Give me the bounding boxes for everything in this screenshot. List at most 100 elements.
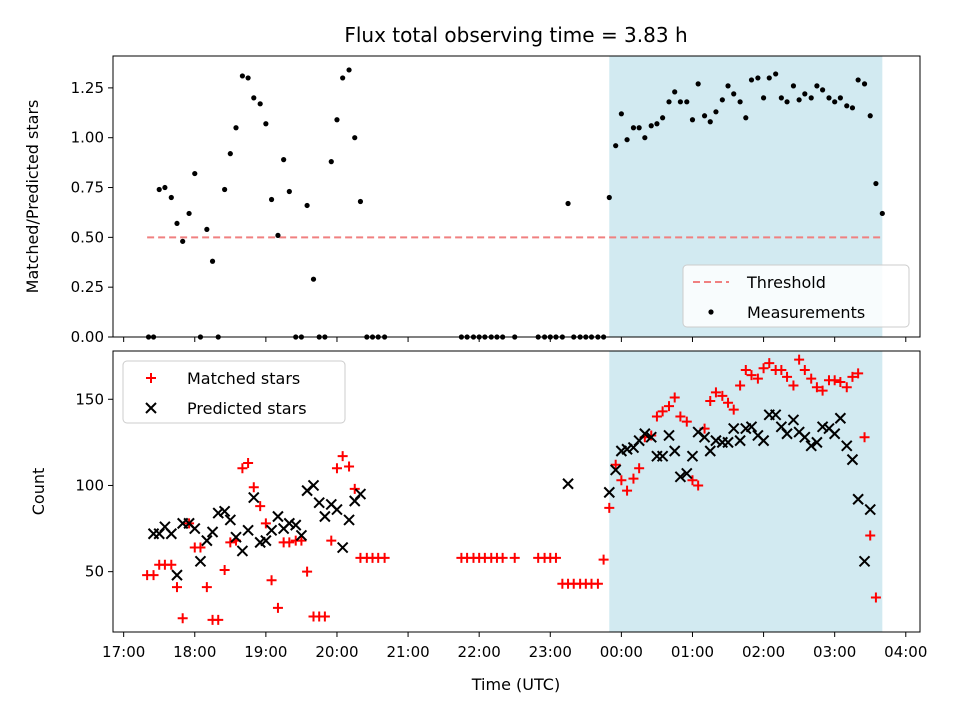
data-point [781,428,793,440]
data-point [686,450,699,462]
data-point [598,554,609,565]
data-point [168,194,174,201]
data-point [233,125,239,131]
data-point [684,99,690,105]
legend-label: Matched stars [187,369,300,388]
data-point [764,358,775,369]
x-tick-label: 03:00 [813,643,856,661]
data-point [209,258,216,264]
y-tick-label: 0.50 [71,228,104,246]
data-point [284,537,295,548]
x-tick-label: 23:00 [529,643,572,661]
data-point [835,377,846,388]
data-point [248,491,260,504]
data-point [189,522,201,535]
data-point [852,493,864,505]
data-point [713,109,719,115]
data-point [788,380,799,391]
legend: Matched stars Predicted stars [122,360,346,424]
ratio-panel: 0.00 0.25 0.50 0.75 1.00 1.25 Matched/Predicte… [23,55,921,346]
data-point [832,99,838,105]
x-tick-label: 21:00 [386,643,429,661]
y-tick-label: 0.75 [71,179,104,197]
data-point [239,73,246,79]
data-point [784,99,790,105]
y-tick-label: 100 [75,476,104,494]
data-point [814,83,820,89]
data-point [166,559,177,570]
data-point [829,375,840,386]
y-tick-label: 1.00 [71,129,104,147]
data-point [295,529,308,542]
legend-marker [708,309,714,315]
x-axis-label: Time (UTC) [471,675,560,694]
data-point [379,552,390,563]
data-point [847,371,858,382]
data-point [745,421,758,433]
data-point [550,552,561,563]
data-point [310,276,317,282]
data-point [725,83,731,89]
data-point [746,370,757,381]
data-point [722,436,734,449]
data-point [195,542,206,553]
data-point [156,186,162,193]
data-point [634,463,645,474]
data-point [326,535,337,546]
data-point [834,412,847,424]
data-point [177,613,188,624]
x-tick-label: 04:00 [884,643,927,661]
data-point [606,194,612,201]
data-point [663,429,675,442]
data-point [707,119,713,125]
data-point [695,81,701,87]
data-point [704,445,716,457]
data-point [657,406,668,417]
data-point [242,524,254,536]
data-point [357,198,364,205]
data-point [844,103,850,109]
data-point [858,555,871,568]
data-point [272,510,284,523]
data-point [819,87,826,93]
data-point [719,97,725,103]
data-point [245,75,251,81]
data-point [757,434,770,447]
data-point [648,123,654,129]
y-tick-label: 0.25 [71,278,104,296]
data-point [859,432,870,443]
data-point [281,157,287,163]
data-point [669,392,680,403]
data-point [622,485,633,496]
data-point [230,531,242,543]
y-tick-label: 0.00 [71,328,104,346]
y-axis-label: Count [29,468,48,516]
x-tick-label: 20:00 [315,643,358,661]
data-point [802,91,808,97]
data-point [873,180,879,187]
y-tick-label: 150 [75,390,104,408]
axes-frame [112,350,921,633]
data-point [186,210,192,217]
data-point [717,390,728,401]
data-point [266,575,277,586]
data-point [255,501,266,512]
data-point [337,451,348,462]
data-point [346,67,352,73]
data-point [811,382,822,393]
count-panel: 50 100 150 Count 17:00 18:00 19:00 20:00 21:00 22… [29,351,927,661]
data-point [664,401,675,412]
data-point [837,95,843,101]
data-point [286,188,292,195]
data-point [674,471,687,483]
data-point [660,115,666,121]
data-point [828,428,841,440]
data-point [681,416,692,427]
x-tick-label: 18:00 [173,643,216,661]
data-point [677,99,683,105]
data-point [621,443,633,455]
data-point [162,184,168,191]
series-predicted-stars [149,410,876,581]
data-point [698,431,711,443]
